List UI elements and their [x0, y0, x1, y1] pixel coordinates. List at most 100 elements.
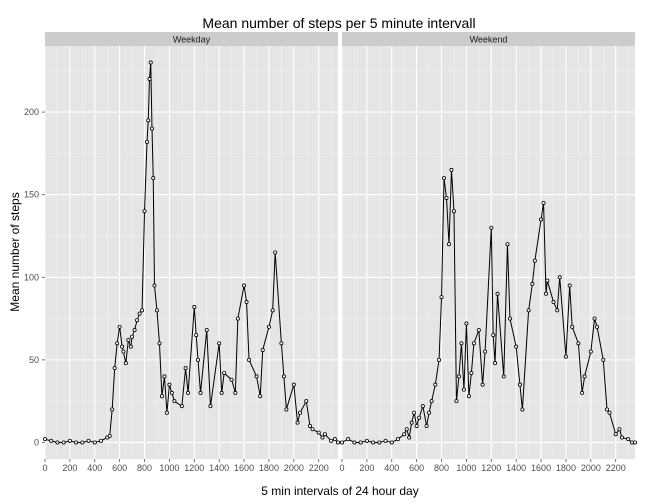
data-point	[429, 399, 434, 404]
data-point	[605, 407, 610, 412]
series-weekday	[43, 60, 340, 445]
data-point	[149, 126, 154, 131]
data-point	[480, 382, 485, 387]
series-weekend	[339, 167, 638, 445]
data-point	[308, 423, 313, 428]
data-point	[557, 275, 562, 280]
data-point	[128, 344, 133, 349]
data-point	[291, 382, 296, 387]
data-point	[117, 324, 122, 329]
data-point	[204, 328, 209, 333]
data-point	[219, 390, 224, 395]
data-point	[152, 283, 157, 288]
data-point	[588, 349, 593, 354]
data-point	[555, 308, 560, 313]
data-point	[514, 344, 519, 349]
y-tick-label: 100	[24, 272, 39, 282]
chart-title: Mean number of steps per 5 minute interv…	[202, 15, 475, 31]
data-point	[395, 437, 400, 442]
data-point	[567, 283, 572, 288]
x-tick-label: 200	[62, 463, 77, 473]
data-point	[304, 399, 309, 404]
data-point	[517, 382, 522, 387]
data-point	[154, 308, 159, 313]
data-point	[495, 291, 500, 296]
data-point	[332, 437, 337, 442]
data-point	[469, 371, 474, 376]
data-point	[551, 300, 556, 305]
data-point	[570, 324, 575, 329]
data-point	[489, 225, 494, 230]
data-point	[194, 333, 199, 338]
data-point	[626, 437, 631, 442]
data-point	[459, 341, 464, 346]
data-point	[258, 394, 263, 399]
data-point	[339, 440, 344, 445]
data-point	[140, 308, 145, 313]
data-point	[446, 242, 451, 247]
data-point	[491, 333, 496, 338]
data-point	[541, 200, 546, 205]
data-point	[409, 420, 414, 425]
data-point	[183, 366, 188, 371]
x-tick-label: 2200	[606, 463, 626, 473]
x-tick-label: 1000	[456, 463, 476, 473]
data-point	[402, 432, 407, 437]
data-point	[449, 167, 454, 172]
data-point	[563, 354, 568, 359]
data-point	[322, 432, 327, 437]
data-point	[371, 440, 376, 445]
y-tick-label: 50	[29, 355, 39, 365]
data-point	[433, 382, 438, 387]
x-axis-title: 5 min intervals of 24 hour day	[261, 484, 418, 498]
data-point	[137, 311, 142, 316]
data-point	[279, 341, 284, 346]
x-tick-label: 400	[384, 463, 399, 473]
data-point	[273, 250, 278, 255]
data-point	[427, 410, 432, 415]
x-tick-label: 1600	[531, 463, 551, 473]
data-point	[520, 407, 525, 412]
data-point	[439, 295, 444, 300]
x-tick-label: 800	[137, 463, 152, 473]
data-point	[157, 341, 162, 346]
data-point	[493, 361, 498, 366]
data-point	[619, 435, 624, 440]
data-point	[169, 390, 174, 395]
data-point	[123, 361, 128, 366]
x-tick-label: 1400	[506, 463, 526, 473]
data-point	[120, 344, 125, 349]
data-point	[233, 390, 238, 395]
data-point	[335, 440, 340, 445]
data-point	[607, 410, 612, 415]
strip-weekend	[342, 32, 635, 46]
data-point	[132, 328, 137, 333]
data-point	[179, 404, 184, 409]
data-point	[247, 357, 252, 362]
data-point	[412, 410, 417, 415]
data-point	[526, 308, 531, 313]
data-point	[530, 281, 535, 286]
gridlines-weekday	[44, 46, 338, 459]
x-tick-label: 1200	[481, 463, 501, 473]
data-point	[67, 438, 72, 443]
x-tick-label: 1800	[259, 463, 279, 473]
data-point	[476, 328, 481, 333]
data-point	[295, 420, 300, 425]
x-tick-label: 400	[87, 463, 102, 473]
data-point	[281, 374, 286, 379]
data-point	[444, 195, 449, 200]
x-tick-label: 1600	[234, 463, 254, 473]
data-point	[471, 341, 476, 346]
data-point	[80, 440, 85, 445]
data-point	[320, 435, 325, 440]
x-tick-label: 1800	[556, 463, 576, 473]
data-point	[505, 242, 510, 247]
data-point	[110, 407, 115, 412]
strip-label-weekend: Weekend	[470, 35, 508, 45]
data-point	[442, 176, 447, 181]
data-point	[316, 430, 321, 435]
x-tick-label: 600	[409, 463, 424, 473]
data-point	[544, 291, 549, 296]
